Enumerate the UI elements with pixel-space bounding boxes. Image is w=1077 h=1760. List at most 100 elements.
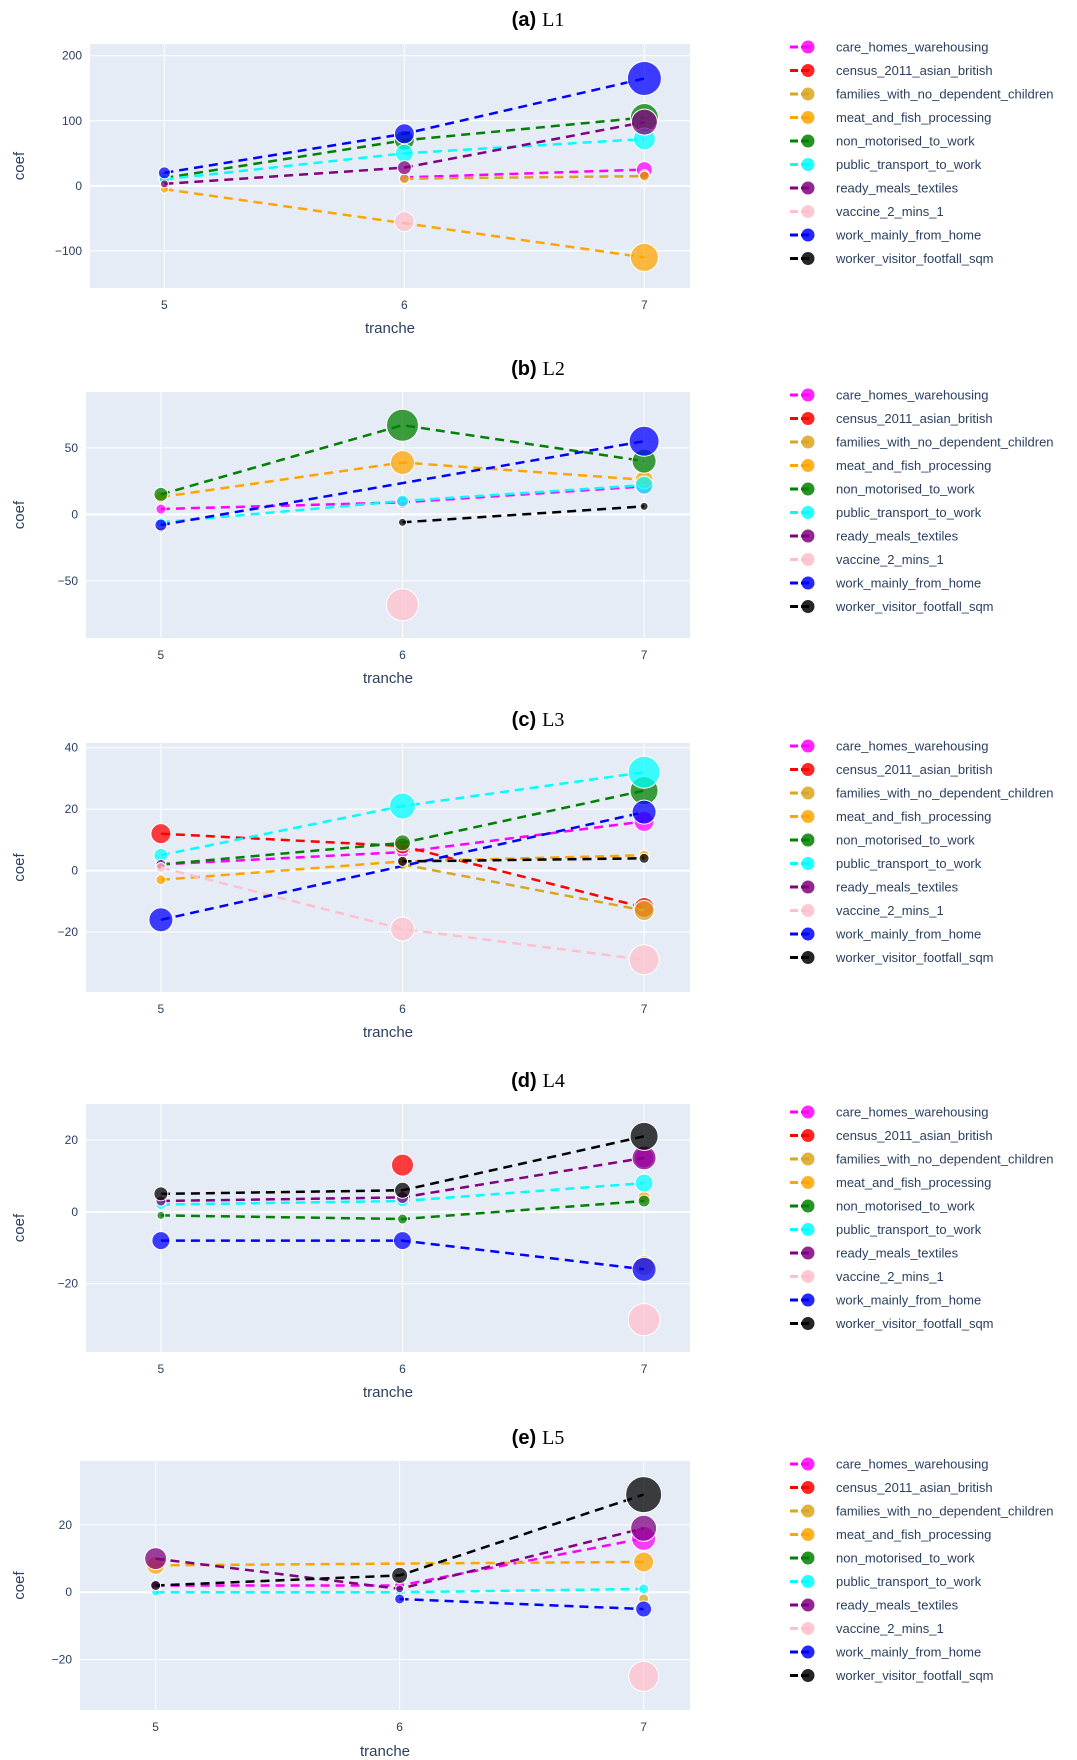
chart-title-text: L3: [542, 709, 564, 731]
legend-label: census_2011_asian_british: [836, 1128, 993, 1143]
legend-marker: [801, 1105, 815, 1119]
y-tick-label: −20: [58, 1277, 79, 1291]
x-tick-label: 7: [641, 1362, 648, 1376]
legend-item: public_transport_to_work: [790, 1222, 982, 1237]
legend-marker: [801, 252, 815, 265]
legend-item: work_mainly_from_home: [790, 1293, 981, 1308]
data-point: work_mainly_from_home: -8: [392, 1231, 412, 1251]
legend-item: census_2011_asian_british: [790, 762, 993, 777]
data-point: worker_visitor_footfall_sqm: 29: [625, 1476, 663, 1514]
legend-label: worker_visitor_footfall_sqm: [835, 599, 994, 614]
chart-title: (c) L3: [512, 709, 565, 731]
legend-label: meat_and_fish_processing: [836, 458, 991, 473]
legend-item: meat_and_fish_processing: [790, 809, 991, 824]
data-point: work_mainly_from_home: -5: [635, 1600, 653, 1618]
data-point: vaccine_2_mins_1: -19: [389, 916, 415, 942]
legend-item: vaccine_2_mins_1: [790, 903, 944, 918]
legend-marker: [801, 482, 815, 496]
chart-title-label: (b): [511, 358, 537, 380]
chart-panel-3: (c) L3 −20 0 20 40 5 6 7 tranche coef care_homes_wa…: [11, 709, 1054, 1041]
legend-label: non_motorised_to_work: [836, 134, 975, 149]
legend-item: families_with_no_dependent_children: [790, 1152, 1054, 1167]
legend-marker: [801, 951, 815, 964]
legend-item: meat_and_fish_processing: [790, 458, 991, 473]
legend-label: public_transport_to_work: [836, 505, 982, 520]
legend-label: ready_meals_textiles: [836, 880, 959, 895]
legend-item: ready_meals_textiles: [790, 181, 959, 196]
series-line: [160, 423, 645, 496]
data-point: work_mainly_from_home: -8: [151, 1231, 171, 1251]
legend-label: work_mainly_from_home: [835, 228, 981, 243]
legend-label: families_with_no_dependent_children: [836, 1152, 1054, 1167]
y-axis-label: coef: [11, 500, 28, 529]
legend-item: non_motorised_to_work: [790, 833, 975, 848]
legend-label: meat_and_fish_processing: [836, 1175, 991, 1190]
legend-item: work_mainly_from_home: [790, 927, 981, 942]
legend-item: families_with_no_dependent_children: [790, 786, 1054, 801]
legend-item: meat_and_fish_processing: [790, 1527, 991, 1542]
legend-marker: [801, 600, 815, 613]
legend: care_homes_warehousing census_2011_asian_…: [790, 739, 1054, 965]
data-point: vaccine_2_mins_1: -30: [627, 1303, 661, 1337]
legend-label: census_2011_asian_british: [836, 63, 993, 78]
legend-label: vaccine_2_mins_1: [836, 1621, 944, 1636]
legend: care_homes_warehousing census_2011_asian_…: [790, 1105, 1054, 1331]
legend-marker: [801, 40, 815, 54]
legend-item: care_homes_warehousing: [790, 739, 988, 754]
data-point: worker_visitor_footfall_sqm: -6: [397, 517, 407, 527]
legend-label: public_transport_to_work: [836, 1222, 982, 1237]
data-point: public_transport_to_work: 10: [395, 494, 409, 508]
legend-item: care_homes_warehousing: [790, 388, 988, 403]
legend-marker: [801, 1293, 815, 1307]
legend-label: meat_and_fish_processing: [836, 110, 991, 125]
legend-item: vaccine_2_mins_1: [790, 1269, 944, 1284]
legend-item: families_with_no_dependent_children: [790, 1504, 1054, 1519]
y-tick-label: −100: [55, 244, 82, 258]
x-tick-label: 6: [396, 1720, 403, 1734]
chart-title-label: (a): [512, 9, 536, 31]
legend-item: ready_meals_textiles: [790, 1598, 959, 1613]
series-line: [402, 857, 645, 863]
y-axis-label: coef: [11, 1213, 28, 1242]
data-point: meat_and_fish_processing: -3: [155, 874, 167, 886]
legend-item: public_transport_to_work: [790, 157, 982, 172]
y-tick-label: −20: [52, 1653, 73, 1667]
data-point: vaccine_2_mins_1: -55: [393, 211, 415, 233]
data-point: ready_meals_textiles: 10: [144, 1547, 168, 1571]
legend-marker: [801, 435, 815, 449]
legend-label: ready_meals_textiles: [836, 529, 959, 544]
data-point: worker_visitor_footfall_sqm: 6: [639, 501, 649, 511]
legend-label: worker_visitor_footfall_sqm: [835, 1668, 994, 1683]
legend-label: care_homes_warehousing: [836, 40, 988, 55]
legend-item: census_2011_asian_british: [790, 1128, 993, 1143]
legend: care_homes_warehousing census_2011_asian_…: [790, 40, 1054, 266]
legend-item: worker_visitor_footfall_sqm: [790, 950, 994, 965]
legend-label: vaccine_2_mins_1: [836, 204, 944, 219]
series-line: [404, 168, 645, 179]
legend-marker: [801, 1176, 815, 1189]
x-tick-label: 5: [161, 298, 168, 312]
legend-item: public_transport_to_work: [790, 1574, 982, 1589]
legend-item: ready_meals_textiles: [790, 529, 959, 544]
legend-marker: [801, 1152, 815, 1166]
legend-item: care_homes_warehousing: [790, 40, 988, 55]
legend-marker: [801, 459, 815, 472]
legend-label: families_with_no_dependent_children: [836, 87, 1054, 102]
legend-label: work_mainly_from_home: [835, 1645, 981, 1660]
y-tick-label: 0: [75, 179, 82, 193]
legend-label: census_2011_asian_british: [836, 411, 993, 426]
chart-title-text: L4: [543, 1070, 565, 1092]
legend-label: worker_visitor_footfall_sqm: [835, 950, 994, 965]
x-axis-label: tranche: [365, 320, 415, 337]
legend-marker: [801, 763, 815, 776]
data-point: vaccine_2_mins_1: -25: [628, 1660, 660, 1692]
x-axis-label: tranche: [363, 1024, 413, 1041]
legend-item: non_motorised_to_work: [790, 1199, 975, 1214]
legend-marker: [801, 1270, 815, 1283]
x-tick-label: 6: [401, 298, 408, 312]
data-point: work_mainly_from_home: 19: [631, 799, 657, 825]
chart-panel-5: (e) L5 −20 0 20 5 6 7 tranche coef care_homes_ware…: [11, 1427, 1054, 1760]
legend-item: worker_visitor_footfall_sqm: [790, 251, 994, 266]
legend-label: families_with_no_dependent_children: [836, 1504, 1054, 1519]
